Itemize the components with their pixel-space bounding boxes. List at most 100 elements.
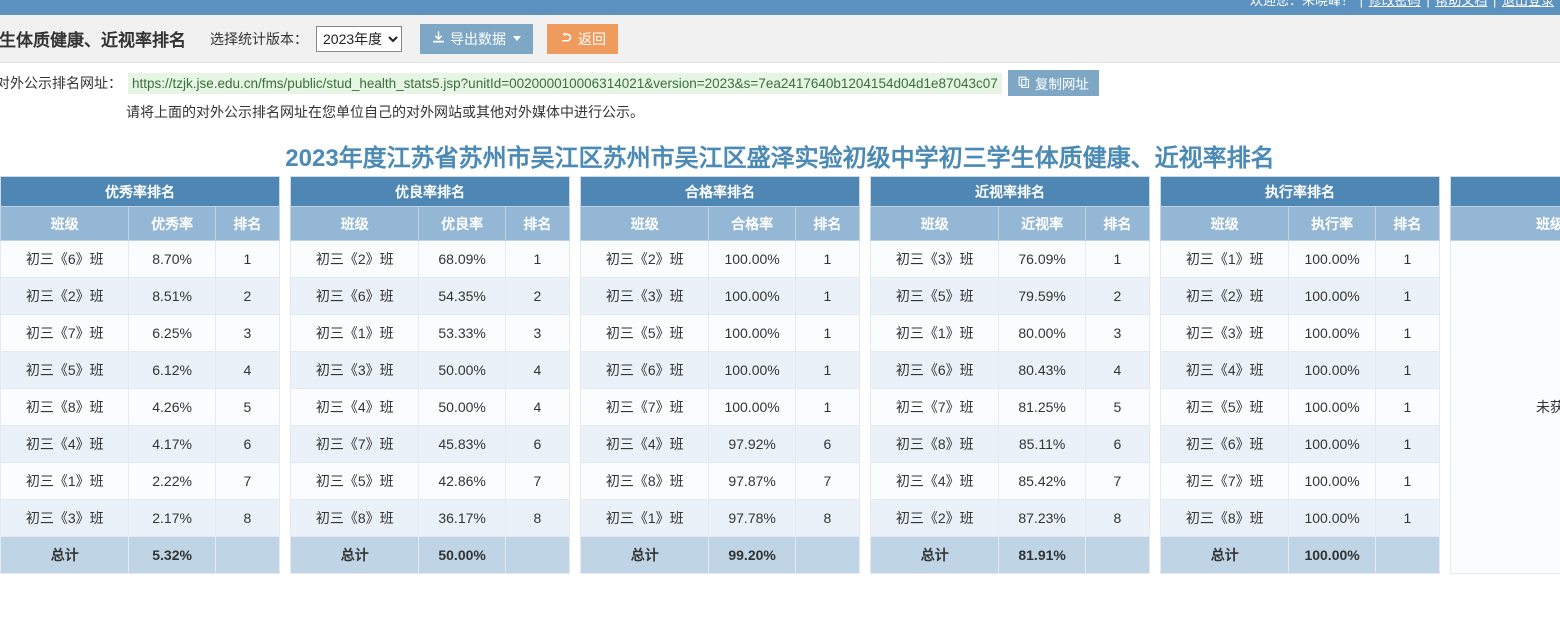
total-cell: 总计: [579, 536, 710, 574]
table-row: 初三《6》班 80.43% 4: [869, 351, 1151, 389]
table-row: 初三《6》班 54.35% 2: [289, 277, 571, 315]
table-row: 初三《5》班 100.00% 1: [579, 314, 861, 352]
table-cell: 初三《6》班: [1159, 425, 1290, 463]
table-row: 初三《8》班 36.17% 8: [289, 499, 571, 537]
table-row: 初三《8》班 85.11% 6: [869, 425, 1151, 463]
version-select-label: 选择统计版本：: [210, 30, 308, 47]
table-cell: 100.00%: [1288, 351, 1376, 389]
table-row: 初三《2》班 87.23% 8: [869, 499, 1151, 537]
total-cell: 总计: [0, 536, 130, 574]
table-cell: 45.83%: [418, 425, 506, 463]
column-header: 排名: [1084, 206, 1151, 241]
table-cell: 初三《6》班: [869, 351, 1000, 389]
table-cell: 87.23%: [998, 499, 1086, 537]
total-cell: 50.00%: [418, 536, 506, 574]
column-header: 班级: [1450, 206, 1560, 241]
table-cell: 97.92%: [708, 425, 796, 463]
table-cell: 100.00%: [708, 240, 796, 278]
table-row: 初三《7》班 6.25% 3: [0, 314, 281, 352]
column-header: 班级: [289, 206, 420, 241]
table-cell: 6: [1084, 425, 1151, 463]
total-cell: 总计: [1159, 536, 1290, 574]
table-cell: 8.51%: [128, 277, 216, 315]
column-header: 优良率: [418, 206, 506, 241]
table-title: 近视率排名: [870, 176, 1150, 207]
chevron-down-icon: [513, 36, 521, 41]
export-data-button[interactable]: 导出数据: [420, 23, 533, 54]
table-cell: 初三《2》班: [289, 240, 420, 278]
table-cell: 初三《2》班: [869, 499, 1000, 537]
table-cell: 42.86%: [418, 462, 506, 500]
table-cell: 1: [1374, 425, 1441, 463]
table-row: 初三《3》班 50.00% 4: [289, 351, 571, 389]
table-total-row: 总计 81.91%: [869, 536, 1151, 574]
table-cell: 100.00%: [1288, 277, 1376, 315]
ranking-table: 优良率排名 班级 优良率 排名 初三《2》班 68.09% 1 初三《6》班 54.35% 2 初三…: [289, 176, 571, 574]
table-row: 初三《3》班 100.00% 1: [579, 277, 861, 315]
public-url-value[interactable]: https://tzjk.jse.edu.cn/fms/public/stud_…: [128, 72, 1002, 94]
table-cell: 1: [1374, 314, 1441, 352]
table-cell: 初三《4》班: [869, 462, 1000, 500]
column-header: 班级: [1159, 206, 1290, 241]
column-header: 优秀率: [128, 206, 216, 241]
table-row: 初三《2》班 8.51% 2: [0, 277, 281, 315]
table-cell: 6: [504, 425, 571, 463]
table-cell: 初三《6》班: [0, 240, 130, 278]
topbar-separator-2: |: [1426, 0, 1430, 8]
back-button[interactable]: 返回: [547, 23, 618, 54]
copy-url-button[interactable]: 复制网址: [1007, 70, 1099, 96]
version-select[interactable]: 2023年度: [316, 25, 402, 52]
ranking-table: 执行率排名 班级 执行率 排名 初三《1》班 100.00% 1 初三《2》班 100.00% 1…: [1159, 176, 1441, 574]
table-cell: 8: [1084, 499, 1151, 537]
welcome-text: 欢迎您：朱晓峰！: [1250, 0, 1355, 8]
table-cell: 1: [1374, 499, 1441, 537]
ranking-table-partial: 班级 未获: [1450, 176, 1560, 574]
table-cell: 初三《4》班: [1159, 351, 1290, 389]
table-cell: 7: [504, 462, 571, 500]
table-cell: 3: [1084, 314, 1151, 352]
table-row: 初三《4》班 4.17% 6: [0, 425, 281, 463]
table-cell: 初三《4》班: [579, 425, 710, 463]
ranking-table: 近视率排名 班级 近视率 排名 初三《3》班 76.09% 1 初三《5》班 79.59% 2 初三…: [869, 176, 1151, 574]
table-cell: 85.11%: [998, 425, 1086, 463]
table-cell: 100.00%: [1288, 314, 1376, 352]
table-title: [1450, 176, 1560, 207]
topbar-separator-1: |: [1359, 0, 1364, 8]
table-cell: 1: [794, 240, 861, 278]
table-cell: 4: [214, 351, 281, 389]
table-row: 初三《2》班 100.00% 1: [579, 240, 861, 278]
table-title-row: 近视率排名: [870, 176, 1150, 207]
public-url-block: 对外公示排名网址： https://tzjk.jse.edu.cn/fms/pu…: [0, 70, 1560, 122]
table-row: 初三《3》班 2.17% 8: [0, 499, 281, 537]
table-cell: 4: [1084, 351, 1151, 389]
table-cell: 初三《7》班: [289, 425, 420, 463]
table-row: 初三《4》班 50.00% 4: [289, 388, 571, 426]
table-row: 初三《2》班 68.09% 1: [289, 240, 571, 278]
table-row: 初三《4》班 97.92% 6: [579, 425, 861, 463]
table-cell: 1: [1374, 351, 1441, 389]
public-url-row: 对外公示排名网址： https://tzjk.jse.edu.cn/fms/pu…: [0, 70, 1560, 96]
table-row: 初三《4》班 85.42% 7: [869, 462, 1151, 500]
total-cell: 100.00%: [1288, 536, 1376, 574]
table-cell: 1: [794, 388, 861, 426]
table-cell: 初三《5》班: [289, 462, 420, 500]
table-row: 初三《3》班 76.09% 1: [869, 240, 1151, 278]
table-cell: 4.26%: [128, 388, 216, 426]
change-password-link[interactable]: 修改密码: [1368, 0, 1421, 8]
logout-link[interactable]: 退出登录: [1501, 0, 1554, 8]
table-cell: 初三《5》班: [0, 351, 130, 389]
copy-icon: [1018, 76, 1030, 91]
table-row: 初三《1》班 100.00% 1: [1159, 240, 1441, 278]
table-cell: 80.00%: [998, 314, 1086, 352]
table-cell: 1: [1084, 240, 1151, 278]
table-row: 初三《2》班 100.00% 1: [1159, 277, 1441, 315]
table-cell: 初三《3》班: [869, 240, 1000, 278]
download-icon: [432, 30, 445, 47]
table-cell: 初三《4》班: [289, 388, 420, 426]
table-row: 初三《7》班 45.83% 6: [289, 425, 571, 463]
table-title: 优良率排名: [290, 176, 570, 207]
table-cell: 3: [214, 314, 281, 352]
column-header: 班级: [869, 206, 1000, 241]
undo-arrow-icon: [559, 31, 573, 47]
help-doc-link[interactable]: 帮助文档: [1435, 0, 1488, 8]
